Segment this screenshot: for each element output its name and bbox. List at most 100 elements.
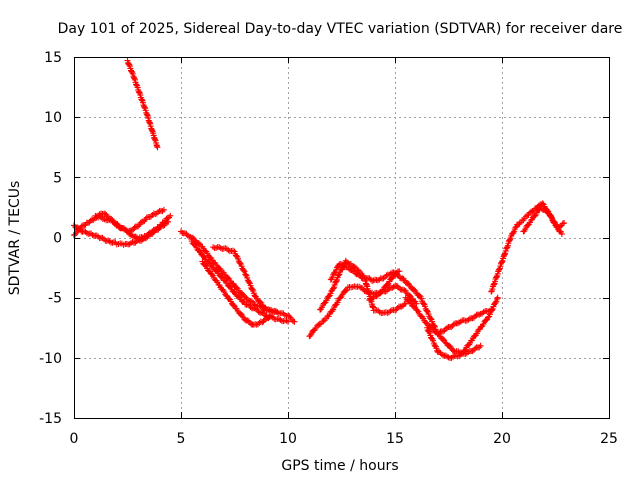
data-point — [343, 287, 350, 294]
data-point — [259, 309, 266, 316]
data-point — [440, 328, 447, 335]
data-point — [249, 286, 256, 293]
data-point — [106, 238, 113, 245]
y-tick-label: -10 — [39, 351, 62, 367]
data-point — [396, 268, 403, 275]
data-point — [558, 230, 565, 237]
data-point — [218, 273, 225, 280]
data-point — [561, 220, 568, 227]
data-point — [155, 208, 162, 215]
data-point — [149, 230, 156, 237]
data-point — [242, 293, 249, 300]
data-point — [444, 324, 451, 331]
data-point — [240, 267, 247, 274]
data-point — [165, 218, 172, 225]
data-point — [230, 302, 237, 309]
grid — [74, 57, 609, 418]
data-point — [340, 263, 347, 270]
series-track-k — [327, 260, 409, 317]
data-point — [406, 292, 413, 299]
data-point — [196, 247, 203, 254]
data-point — [266, 314, 273, 321]
data-point — [351, 263, 358, 270]
data-point — [476, 311, 483, 318]
ticks: 0 5 10 15 20 25 -15 -10 -5 0 5 10 15 — [39, 50, 618, 447]
x-tick-label: 25 — [600, 431, 618, 447]
data-point — [291, 318, 298, 325]
x-tick-label: 15 — [386, 431, 404, 447]
data-point — [366, 275, 373, 282]
series-track-c — [92, 206, 167, 235]
data-point — [88, 216, 95, 223]
x-tick-label: 5 — [177, 431, 186, 447]
data-point — [349, 267, 356, 274]
data-point — [191, 241, 198, 248]
y-tick-label: -5 — [48, 291, 62, 307]
series-track-d — [124, 57, 161, 151]
data-point — [376, 276, 383, 283]
series-track-n — [424, 324, 484, 361]
data-point — [333, 278, 340, 285]
data-point — [252, 305, 259, 312]
data-point — [342, 287, 349, 294]
y-axis-label: SDTVAR / TECUs — [7, 181, 23, 296]
data-point — [370, 294, 377, 301]
series-track-i — [306, 282, 420, 340]
data-point — [251, 292, 258, 299]
data-point — [380, 275, 387, 282]
data-point — [330, 285, 337, 292]
data-point — [522, 213, 529, 220]
series-track-p — [520, 203, 568, 235]
data-point — [195, 240, 202, 247]
data-point — [93, 232, 100, 239]
data-point — [120, 225, 127, 232]
data-point — [129, 238, 136, 245]
data-point — [426, 328, 433, 335]
data-point — [129, 227, 136, 234]
x-tick-label: 20 — [493, 431, 511, 447]
x-tick-label: 0 — [70, 431, 79, 447]
data-point — [255, 321, 262, 328]
data-point — [257, 298, 264, 305]
series-track-o — [488, 200, 565, 295]
data-point — [411, 303, 418, 310]
data-point — [488, 306, 495, 313]
data-point — [237, 260, 244, 267]
data-point — [400, 286, 407, 293]
series-track-g — [199, 258, 274, 328]
series-track-j — [317, 257, 403, 313]
data-point — [551, 218, 558, 225]
data-point — [160, 206, 167, 213]
data-point — [448, 324, 455, 331]
data-point — [274, 309, 281, 316]
data-point — [539, 200, 546, 207]
data-point — [267, 312, 274, 319]
x-axis-label: GPS time / hours — [281, 458, 398, 474]
data-point — [316, 321, 323, 328]
data-point — [200, 253, 207, 260]
data-point — [472, 345, 479, 352]
data-point — [402, 300, 409, 307]
data-point — [167, 212, 174, 219]
data-point — [335, 272, 342, 279]
data-point — [477, 342, 484, 349]
data-point — [314, 322, 321, 329]
data-point — [405, 297, 412, 304]
data-point — [126, 61, 133, 68]
data-point — [394, 304, 401, 311]
data-point — [389, 275, 396, 282]
data-point — [411, 286, 418, 293]
data-point — [154, 144, 161, 151]
data-point — [230, 280, 237, 287]
data-point — [246, 279, 253, 286]
data-point — [248, 298, 255, 305]
chart-title: Day 101 of 2025, Sidereal Day-to-day VTE… — [58, 21, 623, 37]
data-point — [87, 217, 94, 224]
data-point — [255, 308, 262, 315]
data-point — [337, 294, 344, 301]
data-point — [108, 215, 115, 222]
data-point — [529, 208, 536, 215]
data-point — [335, 271, 342, 278]
y-tick-label: 0 — [53, 231, 62, 247]
